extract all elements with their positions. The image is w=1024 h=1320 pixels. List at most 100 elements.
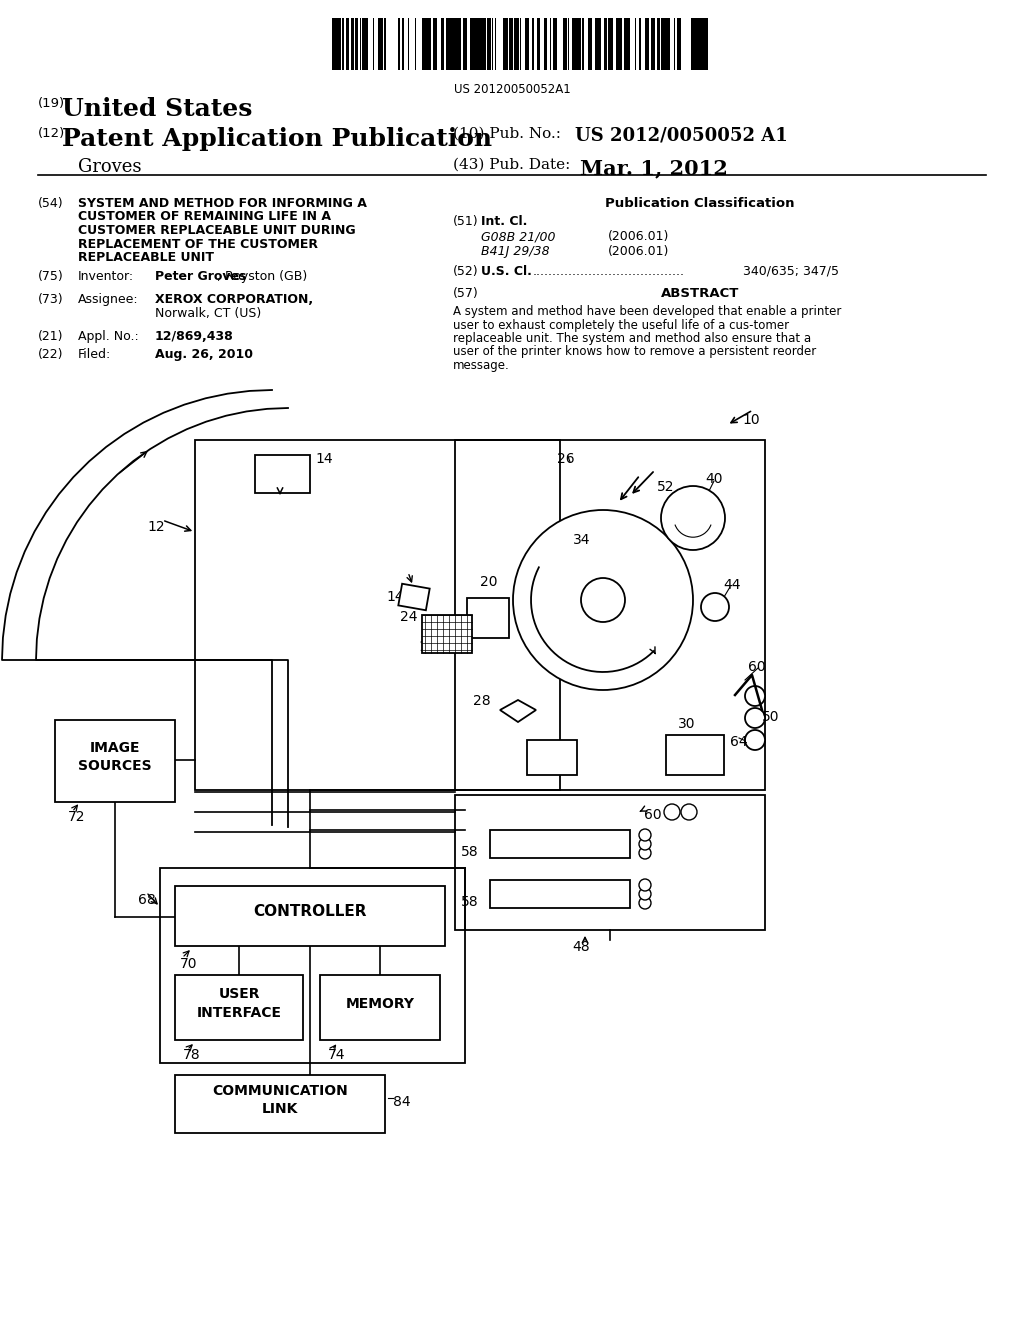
Text: replaceable unit. The system and method also ensure that a: replaceable unit. The system and method … xyxy=(453,333,811,345)
Bar xyxy=(455,440,765,789)
Bar xyxy=(482,18,486,70)
Bar xyxy=(398,583,430,610)
Text: 12/869,438: 12/869,438 xyxy=(155,330,233,343)
Text: 40: 40 xyxy=(705,473,723,486)
Bar xyxy=(639,18,641,70)
Text: (75): (75) xyxy=(38,271,63,282)
Bar xyxy=(464,18,467,70)
Polygon shape xyxy=(500,700,536,722)
Bar xyxy=(537,18,540,70)
Text: U.S. Cl.: U.S. Cl. xyxy=(481,265,531,279)
Circle shape xyxy=(513,510,693,690)
Text: (2006.01): (2006.01) xyxy=(608,230,670,243)
Bar xyxy=(503,18,506,70)
Bar xyxy=(422,615,472,653)
Text: Peter Groves: Peter Groves xyxy=(155,271,247,282)
Text: 60: 60 xyxy=(644,808,662,822)
Text: Norwalk, CT (US): Norwalk, CT (US) xyxy=(155,308,261,319)
Text: 44: 44 xyxy=(723,578,740,591)
Bar xyxy=(398,18,400,70)
Text: 18: 18 xyxy=(418,640,436,653)
Bar xyxy=(677,18,681,70)
Text: Mar. 1, 2012: Mar. 1, 2012 xyxy=(580,158,728,178)
Bar xyxy=(342,18,344,70)
Text: 68: 68 xyxy=(138,894,156,907)
Text: (54): (54) xyxy=(38,197,63,210)
Text: SYSTEM AND METHOD FOR INFORMING A: SYSTEM AND METHOD FOR INFORMING A xyxy=(78,197,367,210)
Text: CUSTOMER OF REMAINING LIFE IN A: CUSTOMER OF REMAINING LIFE IN A xyxy=(78,210,331,223)
Circle shape xyxy=(639,888,651,900)
Text: 70: 70 xyxy=(180,957,198,972)
Bar xyxy=(525,18,528,70)
Bar xyxy=(441,18,444,70)
Bar xyxy=(703,18,706,70)
Bar xyxy=(434,18,436,70)
Text: (22): (22) xyxy=(38,348,63,360)
Bar xyxy=(55,719,175,803)
Bar xyxy=(378,18,381,70)
Bar xyxy=(604,18,607,70)
Text: Int. Cl.: Int. Cl. xyxy=(481,215,527,228)
Bar xyxy=(473,18,477,70)
Bar xyxy=(451,18,455,70)
Text: A system and method have been developed that enable a printer: A system and method have been developed … xyxy=(453,305,842,318)
Text: 14: 14 xyxy=(386,590,403,605)
Bar xyxy=(477,18,479,70)
Bar xyxy=(319,975,440,1040)
Bar xyxy=(351,18,354,70)
Text: US 20120050052A1: US 20120050052A1 xyxy=(454,83,570,96)
Bar xyxy=(362,18,366,70)
Bar xyxy=(666,735,724,775)
Text: COMMUNICATION
LINK: COMMUNICATION LINK xyxy=(212,1084,348,1117)
Circle shape xyxy=(745,686,765,706)
Text: 52: 52 xyxy=(657,480,675,494)
Bar xyxy=(384,18,386,70)
Bar xyxy=(347,18,349,70)
Circle shape xyxy=(639,838,651,850)
Bar xyxy=(553,18,557,70)
Text: United States: United States xyxy=(62,96,252,121)
Bar xyxy=(665,18,668,70)
Text: 28: 28 xyxy=(473,694,490,708)
Text: REPLACEMENT OF THE CUSTOMER: REPLACEMENT OF THE CUSTOMER xyxy=(78,238,318,251)
Bar xyxy=(588,18,592,70)
Bar xyxy=(610,18,613,70)
Text: IMAGE
SOURCES: IMAGE SOURCES xyxy=(78,741,152,774)
Bar xyxy=(620,18,622,70)
Bar xyxy=(255,455,310,492)
Text: 24: 24 xyxy=(400,610,418,624)
Bar xyxy=(428,18,431,70)
Bar xyxy=(490,880,630,908)
Text: USER
INTERFACE: USER INTERFACE xyxy=(197,987,282,1019)
Circle shape xyxy=(639,879,651,891)
Bar xyxy=(573,18,575,70)
Bar xyxy=(527,741,577,775)
Bar xyxy=(706,18,708,70)
Circle shape xyxy=(664,804,680,820)
Bar xyxy=(455,18,458,70)
Bar xyxy=(467,598,509,638)
Text: 28: 28 xyxy=(530,755,548,770)
Bar xyxy=(175,975,303,1040)
Bar xyxy=(487,18,490,70)
Text: G08B 21/00: G08B 21/00 xyxy=(481,230,555,243)
Text: 60: 60 xyxy=(748,660,766,675)
Bar xyxy=(426,18,428,70)
Text: CONTROLLER: CONTROLLER xyxy=(253,903,367,919)
Circle shape xyxy=(639,898,651,909)
Text: 74: 74 xyxy=(328,1048,345,1063)
Bar xyxy=(668,18,670,70)
Text: MEMORY: MEMORY xyxy=(345,997,415,1011)
Text: 84: 84 xyxy=(393,1096,411,1109)
Bar xyxy=(355,18,358,70)
Text: (57): (57) xyxy=(453,286,479,300)
Bar xyxy=(691,18,694,70)
Bar xyxy=(195,440,560,789)
Bar xyxy=(471,18,473,70)
Text: Publication Classification: Publication Classification xyxy=(605,197,795,210)
Text: (73): (73) xyxy=(38,293,63,306)
Bar xyxy=(175,886,445,946)
Bar xyxy=(596,18,598,70)
Text: CUSTOMER REPLACEABLE UNIT DURING: CUSTOMER REPLACEABLE UNIT DURING xyxy=(78,224,355,238)
Bar xyxy=(160,869,465,1063)
